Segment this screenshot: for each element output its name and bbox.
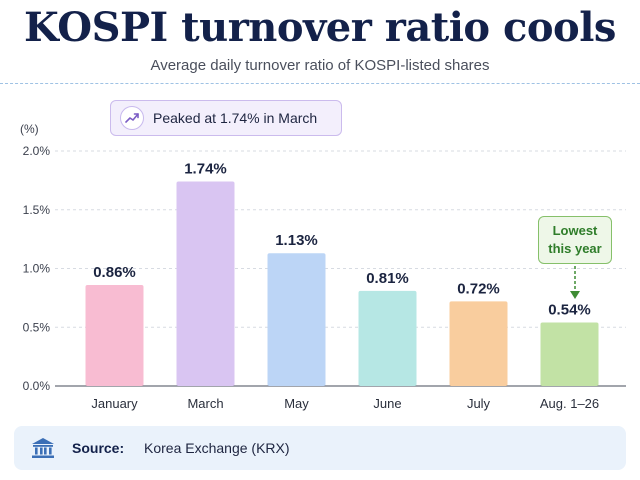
peak-callout: Peaked at 1.74% in March [110,100,342,136]
header-divider [0,83,640,84]
label-layer: 0.86% January 1.74% March 1.13% May 0.81% June 0… [91,161,599,411]
x-tick-label: Aug. 1–26 [540,396,599,411]
lowest-callout-line2: this year [548,241,602,256]
bar-value-label: 1.13% [275,232,318,249]
y-tick-label: 1.0% [23,262,51,276]
source-bar: Source: Korea Exchange (KRX) [14,426,626,470]
bar-value-label: 0.72% [457,280,500,297]
bar-2 [176,181,235,386]
bank-icon [32,438,54,458]
bar-value-label: 0.86% [93,264,136,281]
lowest-arrow-icon [570,266,580,299]
bar-layer [85,181,599,386]
x-tick-label: May [284,396,309,411]
y-tick-label: 2.0% [23,144,51,158]
peak-callout-text: Peaked at 1.74% in March [153,110,318,126]
chart-subtitle: Average daily turnover ratio of KOSPI-li… [150,57,490,74]
x-tick-label: January [91,396,138,411]
y-tick-label: 0.0% [23,379,51,393]
trend-up-icon [120,106,144,130]
y-tick-label: 1.5% [23,203,51,217]
grid-layer: 0.0% 0.5% 1.0% 1.5% 2.0% [23,144,626,393]
chart-title: KOSPI turnover ratio cools [24,4,616,51]
y-tick-label: 0.5% [23,320,51,334]
bar-value-label: 0.54% [548,302,591,319]
source-text: Korea Exchange (KRX) [144,440,290,456]
x-tick-label: March [187,396,223,411]
x-tick-label: June [373,396,401,411]
x-tick-label: July [467,396,491,411]
bar-value-label: 0.81% [366,270,409,287]
bar-3 [267,253,326,386]
bar-value-label: 1.74% [184,161,227,178]
bar-4 [358,290,417,386]
lowest-callout-line1: Lowest [552,223,598,238]
bar-5 [449,301,508,386]
bar-6 [540,322,599,386]
lowest-callout: Lowest this year [538,216,612,264]
source-label: Source: [72,440,125,456]
bar-1 [85,284,144,386]
y-axis-unit-label: (%) [20,122,39,136]
